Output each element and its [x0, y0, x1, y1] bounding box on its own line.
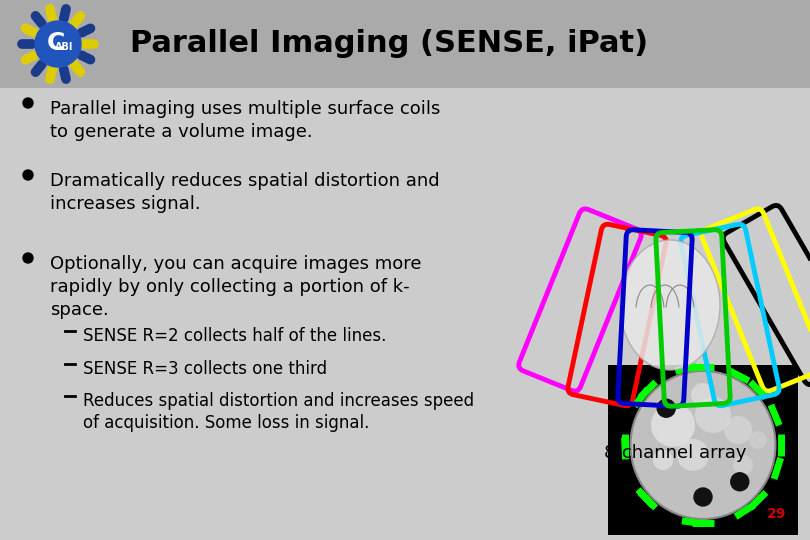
- Ellipse shape: [651, 403, 695, 447]
- Text: SENSE R=2 collects half of the lines.: SENSE R=2 collects half of the lines.: [83, 327, 386, 345]
- Text: 29: 29: [766, 507, 786, 521]
- Circle shape: [23, 98, 33, 108]
- Circle shape: [23, 253, 33, 263]
- Circle shape: [657, 399, 676, 417]
- Bar: [0, 0, 810, 88]
- Ellipse shape: [724, 416, 752, 444]
- Circle shape: [23, 170, 33, 180]
- Ellipse shape: [653, 450, 673, 470]
- Ellipse shape: [691, 383, 715, 407]
- Ellipse shape: [695, 397, 731, 433]
- Circle shape: [35, 21, 81, 67]
- Text: SENSE R=3 collects one third: SENSE R=3 collects one third: [83, 360, 327, 378]
- Text: 8-channel array: 8-channel array: [603, 444, 746, 462]
- Ellipse shape: [733, 455, 753, 475]
- Ellipse shape: [620, 240, 720, 370]
- Circle shape: [694, 488, 712, 506]
- Text: Reduces spatial distortion and increases speed
of acquisition. Some loss in sign: Reduces spatial distortion and increases…: [83, 392, 474, 432]
- Text: Optionally, you can acquire images more
rapidly by only collecting a portion of : Optionally, you can acquire images more …: [50, 255, 421, 319]
- Ellipse shape: [630, 371, 775, 519]
- Text: Parallel Imaging (SENSE, iPat): Parallel Imaging (SENSE, iPat): [130, 30, 648, 58]
- Bar: [608, 365, 798, 535]
- Ellipse shape: [677, 439, 709, 471]
- Text: Dramatically reduces spatial distortion and
increases signal.: Dramatically reduces spatial distortion …: [50, 172, 440, 213]
- Text: Parallel imaging uses multiple surface coils
to generate a volume image.: Parallel imaging uses multiple surface c…: [50, 100, 441, 141]
- Text: ABI: ABI: [55, 42, 73, 52]
- Ellipse shape: [749, 431, 767, 449]
- Circle shape: [731, 472, 748, 491]
- Text: C: C: [47, 31, 65, 55]
